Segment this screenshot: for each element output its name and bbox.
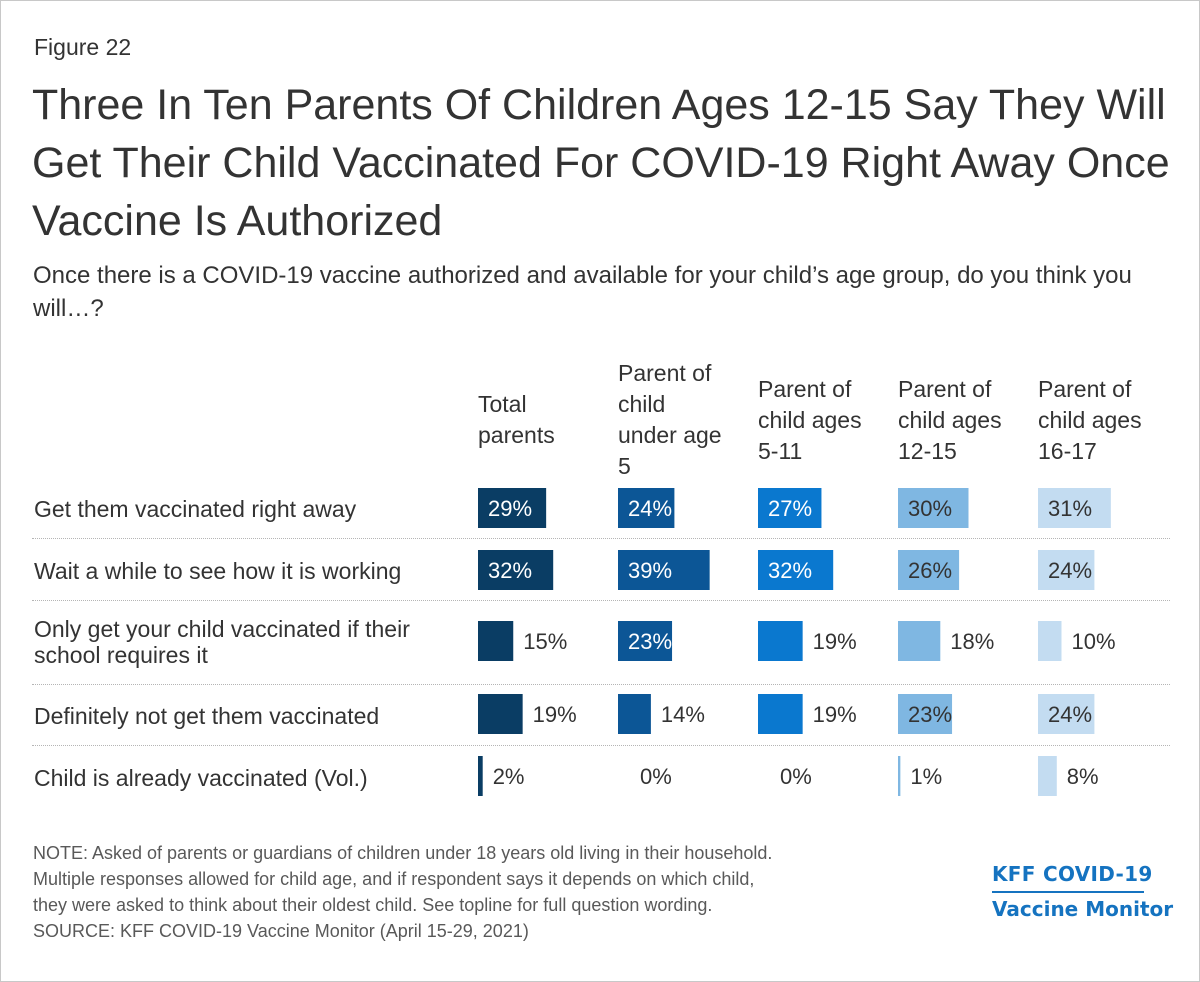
row-label-school-requires: Only get your child vaccinated if their … (34, 616, 410, 668)
chart-note: NOTE: Asked of parents or guardians of c… (33, 840, 973, 944)
bar (898, 550, 960, 590)
bar-value-label: 19% (813, 702, 857, 727)
column-header-under-5: Parent of child under age 5 (618, 360, 722, 479)
row-divider (32, 745, 1170, 746)
bar (618, 694, 651, 734)
bar-value-label: 39% (628, 558, 672, 583)
bar-value-label: 1% (910, 764, 942, 789)
bar-value-label: 27% (768, 496, 812, 521)
bar (478, 488, 547, 528)
bar (1038, 756, 1057, 796)
bar (1038, 621, 1062, 661)
source-line: SOURCE: KFF COVID-19 Vaccine Monitor (Ap… (33, 921, 529, 941)
bar-value-label: 10% (1072, 629, 1116, 654)
bar-value-label: 23% (908, 702, 952, 727)
column-header-16-17: Parent of child ages 16-17 (1038, 376, 1142, 464)
row-divider (32, 600, 1170, 601)
bar-value-label: 24% (1048, 558, 1092, 583)
bar-value-label: 18% (950, 629, 994, 654)
bar-value-label: 2% (493, 764, 525, 789)
bar-value-label: 26% (908, 558, 952, 583)
bar-value-label: 24% (1048, 702, 1092, 727)
row-divider (32, 538, 1170, 539)
bar (618, 488, 675, 528)
row-label-already-vaccinated: Child is already vaccinated (Vol.) (34, 765, 368, 791)
bar-value-label: 23% (628, 629, 672, 654)
bar (478, 756, 483, 796)
bar-value-label: 19% (813, 629, 857, 654)
bar (898, 694, 953, 734)
chart-subtitle: Once there is a COVID-19 vaccine authori… (33, 262, 1132, 322)
column-header-5-11: Parent of child ages 5-11 (758, 376, 862, 464)
bar (1038, 550, 1095, 590)
bar-value-label: 19% (533, 702, 577, 727)
bar (478, 694, 523, 734)
bar-value-label: 0% (780, 764, 812, 789)
bar (1038, 694, 1095, 734)
logo-rule (992, 891, 1144, 893)
row-label-wait: Wait a while to see how it is working (34, 558, 402, 584)
bar (898, 621, 941, 661)
bar (758, 621, 803, 661)
row-divider (32, 684, 1170, 685)
note-line: Multiple responses allowed for child age… (33, 869, 755, 889)
bar-value-label: 32% (768, 558, 812, 583)
column-header-total-parents: Total parents (478, 391, 555, 448)
bar-value-label: 29% (488, 496, 532, 521)
bar-value-label: 31% (1048, 496, 1092, 521)
figure-label: Figure 22 (34, 34, 132, 60)
bar (898, 756, 901, 796)
note-line: they were asked to think about their old… (33, 895, 713, 915)
bar-value-label: 24% (628, 496, 672, 521)
row-label-right-away: Get them vaccinated right away (34, 496, 357, 522)
chart-title: Three In Ten Parents Of Children Ages 12… (32, 81, 1170, 245)
bar-value-label: 30% (908, 496, 952, 521)
bar (758, 550, 834, 590)
bar (618, 621, 673, 661)
row-label-definitely-not: Definitely not get them vaccinated (34, 703, 380, 729)
bar (758, 488, 822, 528)
note-line: NOTE: Asked of parents or guardians of c… (33, 843, 773, 863)
bar (618, 550, 710, 590)
logo-line-2: Vaccine Monitor (992, 897, 1174, 921)
bar (758, 694, 803, 734)
bar (478, 550, 554, 590)
bar-value-label: 8% (1067, 764, 1099, 789)
bar-value-label: 15% (523, 629, 567, 654)
bar-value-label: 14% (661, 702, 705, 727)
bar-value-label: 32% (488, 558, 532, 583)
kff-logo: KFF COVID-19 Vaccine Monitor (992, 858, 1173, 925)
bar (1038, 488, 1111, 528)
logo-line-1: KFF COVID-19 (992, 862, 1153, 886)
bar (898, 488, 969, 528)
bar (478, 621, 514, 661)
bar-value-label: 0% (640, 764, 672, 789)
column-header-12-15: Parent of child ages 12-15 (898, 376, 1002, 464)
